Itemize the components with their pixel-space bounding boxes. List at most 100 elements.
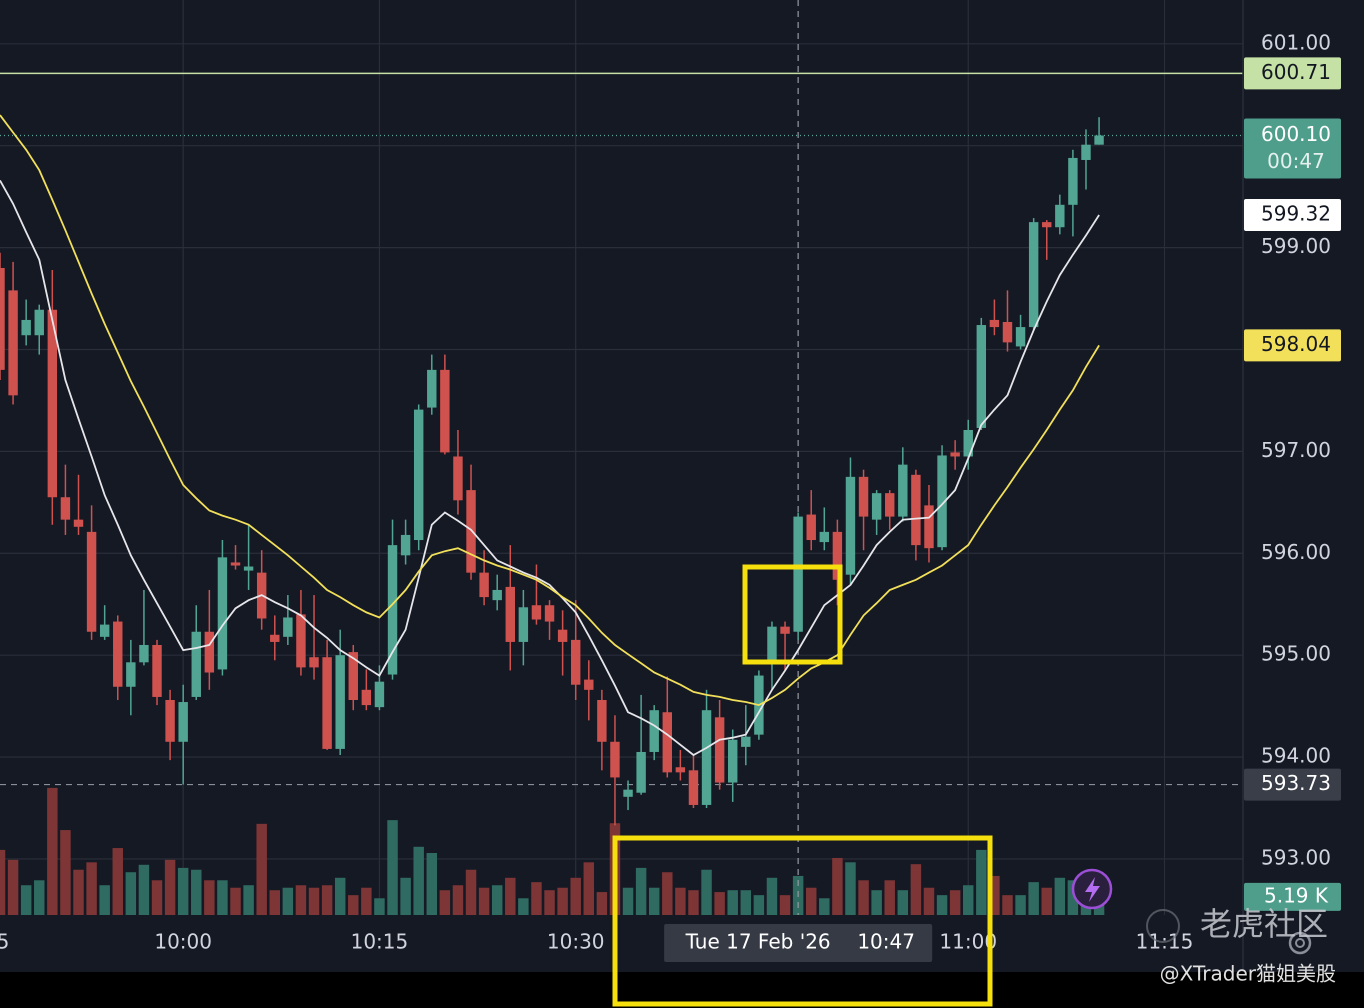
volume-bar	[73, 869, 84, 915]
volume-bar	[596, 892, 608, 915]
volume-label: 5.19 K	[1264, 883, 1329, 907]
candle-body	[60, 497, 71, 520]
candle-body	[1068, 157, 1078, 205]
icon-bolt	[1085, 877, 1100, 902]
alert-box	[1244, 57, 1341, 90]
candle-body	[649, 710, 659, 752]
candle-body	[34, 309, 44, 336]
volume-bar	[753, 895, 765, 915]
volume-bar	[99, 885, 110, 915]
volume-bar	[439, 890, 451, 915]
candle-body	[283, 617, 293, 637]
marker-box	[1244, 768, 1341, 801]
candle-body	[440, 369, 450, 453]
candle-body	[544, 605, 555, 622]
candle-body	[400, 534, 411, 556]
moving-average-line	[0, 179, 1100, 757]
volume-bar	[269, 890, 281, 915]
x-tick-label: 10:30	[547, 930, 605, 954]
candle-body	[466, 490, 476, 573]
volume-bar	[518, 898, 529, 915]
candle-body	[270, 634, 280, 642]
candle-body	[701, 710, 712, 805]
y-tick-label: 601.00	[1261, 30, 1331, 54]
volume-bar	[910, 864, 922, 915]
volume-bar	[334, 877, 346, 915]
volume-bar	[662, 872, 673, 915]
candle-body	[832, 531, 843, 580]
volume-bar	[989, 875, 1000, 915]
candle-body	[898, 464, 908, 517]
volume-bar	[976, 849, 987, 915]
candle-body	[780, 626, 790, 634]
price-lines	[0, 0, 1243, 915]
volume-bar	[86, 862, 97, 915]
candle-body	[427, 369, 437, 408]
candle-body	[47, 309, 58, 498]
candle-body	[531, 605, 542, 620]
candle-body	[610, 741, 620, 778]
volume-bar	[47, 787, 58, 915]
candle-body	[217, 557, 228, 670]
candle-body	[335, 655, 345, 749]
volume-bar	[256, 823, 267, 915]
last-price-label: 600.10	[1261, 122, 1331, 146]
candle-body	[989, 319, 1000, 328]
chart-background	[0, 0, 1364, 972]
marker-label: 593.73	[1261, 771, 1331, 795]
crosshair-date: Tue 17 Feb '26	[685, 930, 831, 954]
ma-fast-label: 599.32	[1261, 201, 1331, 225]
candle-body	[741, 736, 751, 747]
volume-bar	[570, 877, 581, 915]
volume-bar	[648, 887, 660, 915]
volume-bar	[34, 880, 45, 915]
volume-bar	[884, 880, 895, 915]
settings-icon[interactable]	[1288, 931, 1312, 955]
volume-bar	[295, 885, 307, 915]
volume-bar	[465, 869, 477, 915]
candle-body	[178, 702, 188, 742]
volume-bar	[819, 898, 830, 915]
candle-body	[767, 626, 777, 663]
volume-bar	[321, 885, 333, 915]
highlight-box	[742, 564, 843, 665]
candle-body	[243, 566, 254, 571]
candle-body	[230, 562, 241, 566]
volume-bar	[832, 857, 843, 915]
candle-body	[950, 452, 960, 457]
x-tick-label: 10:00	[154, 930, 212, 954]
candle-body	[1042, 222, 1052, 228]
candle-body	[99, 624, 110, 637]
volume-bar	[635, 867, 647, 915]
volume-bar	[491, 885, 503, 915]
lightning-icon[interactable]	[1071, 868, 1113, 910]
volume-bar	[871, 890, 882, 915]
crosshair-label-box	[664, 924, 933, 962]
candle-body	[911, 474, 921, 546]
candle-body	[113, 621, 123, 687]
candle-body	[413, 409, 424, 541]
last-price-box	[1244, 118, 1341, 179]
candle-body	[1028, 222, 1039, 328]
volume-bar	[688, 890, 699, 915]
candle-body	[152, 644, 162, 697]
x-tick-label: 11:00	[939, 930, 997, 954]
volume-bar	[308, 887, 320, 915]
volume-bar	[1041, 887, 1052, 915]
candle-body	[8, 290, 18, 396]
candle-body	[688, 770, 699, 805]
volume-bar	[478, 887, 490, 915]
volume-bar	[413, 846, 424, 915]
ma-fast-box	[1244, 198, 1341, 231]
y-tick-label: 599.00	[1261, 234, 1331, 258]
volume-bar	[962, 885, 974, 915]
volume-bar	[243, 885, 254, 915]
volume-bar	[217, 880, 228, 915]
y-tick-label: 593.00	[1261, 845, 1331, 869]
candle-body	[492, 589, 502, 601]
candle-body	[73, 519, 84, 527]
candle-body	[191, 631, 201, 697]
volume-bar	[400, 877, 411, 915]
alert-label: 600.71	[1261, 60, 1331, 84]
